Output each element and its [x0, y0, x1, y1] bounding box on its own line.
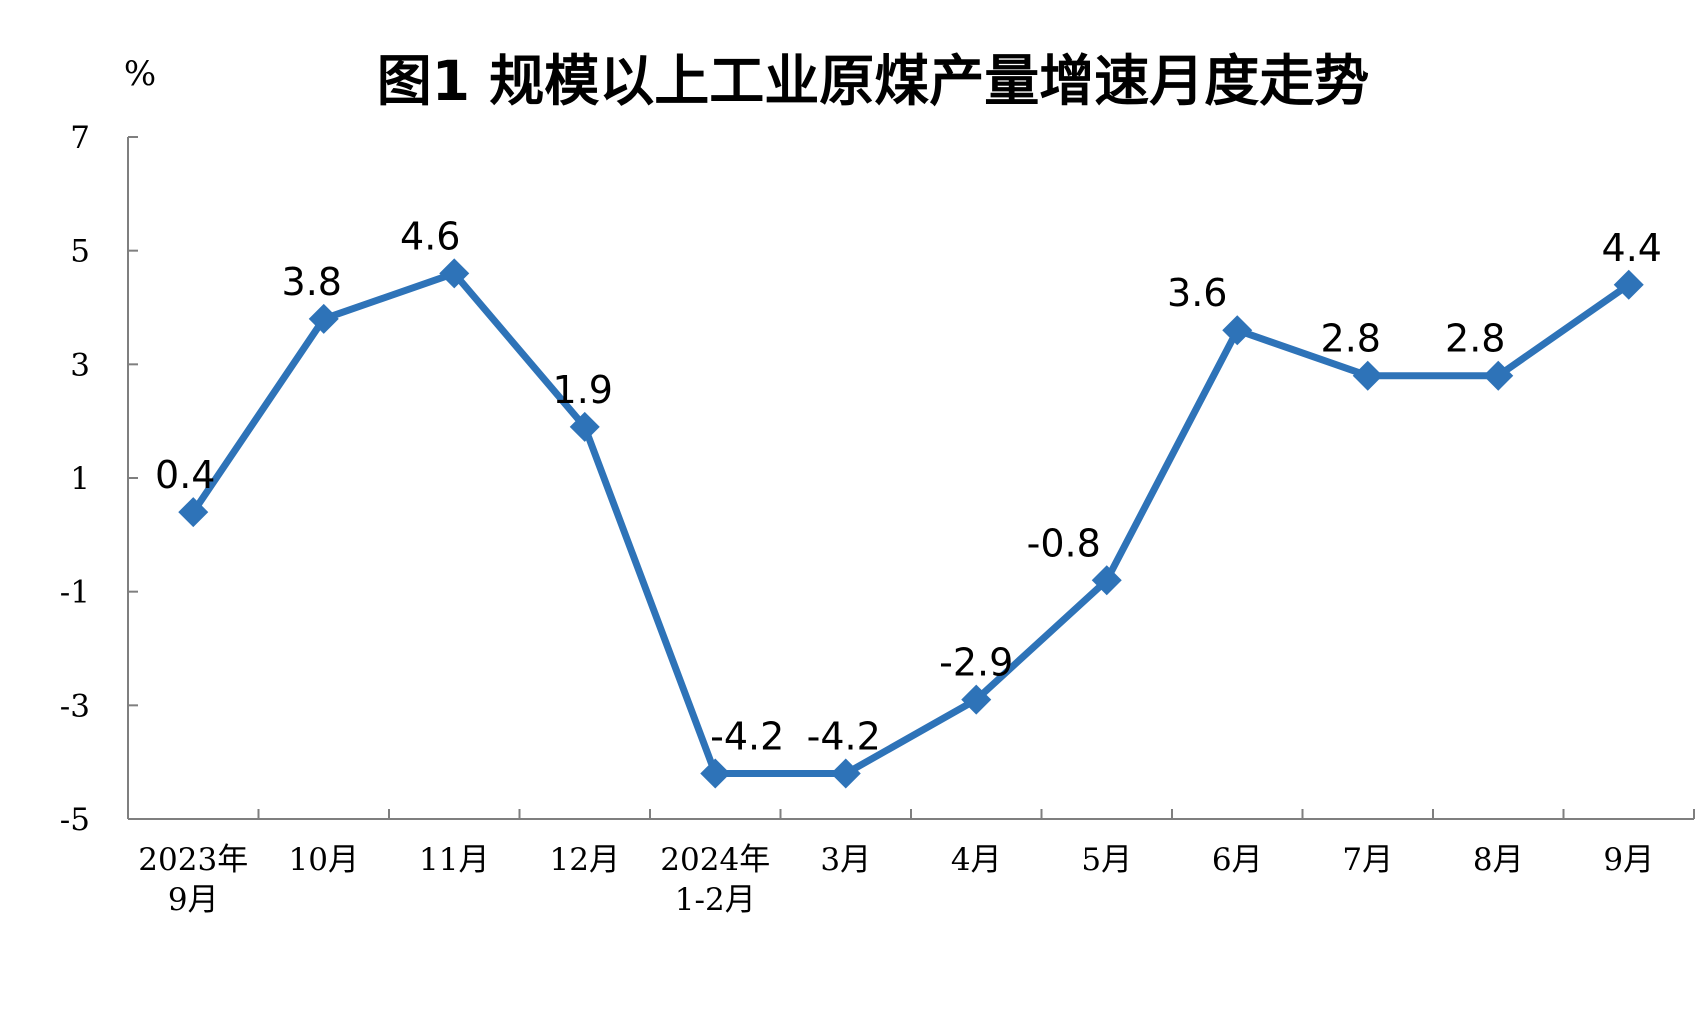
- data-point-marker: [1352, 360, 1383, 391]
- data-point-marker: [1483, 360, 1514, 391]
- data-point-marker: [1222, 315, 1253, 346]
- x-axis-label-line2: 9月: [168, 882, 219, 918]
- x-axis-label: 12月: [550, 842, 620, 878]
- data-point-marker: [178, 497, 209, 528]
- data-point-label: 3.8: [282, 260, 342, 304]
- x-axis-label: 5月: [1081, 842, 1132, 878]
- y-axis-tick-label: -1: [60, 575, 90, 611]
- data-point-label: -4.2: [710, 715, 784, 759]
- y-axis-tick-label: 5: [70, 234, 90, 270]
- x-axis-label: 10月: [289, 842, 359, 878]
- data-point-label: 4.4: [1602, 226, 1662, 270]
- data-point-label: 2.8: [1445, 317, 1505, 361]
- data-point-marker: [308, 303, 339, 334]
- data-point-label: 0.4: [155, 453, 215, 497]
- data-point-label: 4.6: [400, 214, 460, 258]
- data-point-label: 1.9: [553, 368, 613, 412]
- y-axis-unit-label: %: [123, 54, 157, 94]
- data-point-label: -4.2: [807, 715, 881, 759]
- data-point-marker: [961, 684, 992, 715]
- x-axis-label: 8月: [1473, 842, 1524, 878]
- data-point-marker: [1613, 269, 1644, 300]
- x-axis-label: 2024年: [660, 842, 770, 878]
- x-axis-label: 4月: [951, 842, 1002, 878]
- x-axis-label: 2023年: [138, 842, 248, 878]
- x-axis-label: 3月: [820, 842, 871, 878]
- data-point-marker: [439, 258, 470, 289]
- series-line: [189, 269, 1633, 778]
- data-point-label: 2.8: [1321, 317, 1381, 361]
- y-axis-tick-label: -5: [60, 802, 90, 838]
- data-point-label: -0.8: [1027, 521, 1101, 565]
- x-axis-label: 6月: [1212, 842, 1263, 878]
- x-axis-label: 11月: [419, 842, 489, 878]
- x-axis-label: 7月: [1342, 842, 1393, 878]
- data-point-marker: [830, 758, 861, 789]
- data-point-marker: [569, 411, 600, 442]
- y-axis-tick-label: 1: [70, 461, 90, 497]
- y-axis-tick-label: 3: [70, 347, 90, 383]
- data-point-marker: [700, 758, 731, 789]
- chart-title: 图1 规模以上工业原煤产量增速月度走势: [376, 49, 1370, 113]
- data-point-marker: [1091, 565, 1122, 596]
- x-axis-label-line2: 1-2月: [675, 882, 756, 918]
- x-axis-label: 9月: [1603, 842, 1654, 878]
- y-axis-tick-label: -3: [60, 688, 90, 724]
- data-point-label: -2.9: [939, 641, 1013, 685]
- data-point-label: 3.6: [1167, 271, 1227, 315]
- y-axis-tick-label: 7: [70, 120, 90, 156]
